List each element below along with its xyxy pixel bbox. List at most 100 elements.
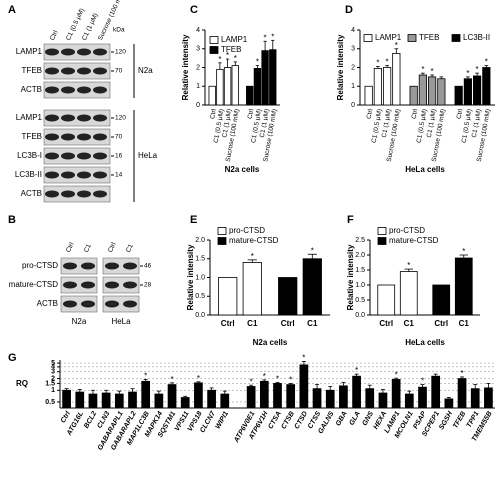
significance-star: * bbox=[466, 69, 469, 78]
bar bbox=[253, 68, 262, 106]
bar bbox=[220, 393, 230, 409]
x-tick-label: C1 (1 μM) bbox=[381, 108, 393, 138]
x-tick-label: C1 (1 μM) bbox=[471, 108, 483, 138]
blot-band bbox=[45, 190, 59, 198]
y-tick-label: 5 bbox=[51, 360, 55, 367]
protein-label: LC3B-I bbox=[17, 151, 42, 160]
blot-band bbox=[45, 133, 59, 141]
blot-band bbox=[105, 281, 119, 289]
bar bbox=[207, 389, 216, 409]
y-tick-label: 1 bbox=[51, 387, 55, 394]
y-tick-label: 1 bbox=[351, 83, 355, 90]
blot-strip bbox=[102, 257, 140, 275]
bar bbox=[418, 386, 427, 409]
bar bbox=[418, 74, 427, 106]
x-tick-label: Ctrl bbox=[379, 319, 393, 328]
significance-star: * bbox=[234, 54, 237, 63]
protein-label: mature-CTSD bbox=[9, 280, 59, 289]
blot-band bbox=[61, 86, 75, 94]
bar bbox=[399, 271, 418, 316]
blot-band bbox=[93, 114, 107, 122]
significance-star: * bbox=[386, 58, 389, 67]
legend-swatch bbox=[217, 227, 227, 235]
bar bbox=[286, 384, 296, 409]
bar bbox=[391, 379, 401, 409]
blot-band bbox=[93, 67, 107, 75]
legend-label: TFEB bbox=[419, 33, 439, 42]
significance-star: * bbox=[256, 58, 259, 67]
kda-label: 16 bbox=[115, 153, 123, 160]
bar bbox=[180, 397, 190, 409]
bar bbox=[339, 385, 348, 409]
blot-band bbox=[93, 48, 107, 56]
group-label: N2a bbox=[72, 317, 87, 326]
significance-star: * bbox=[311, 246, 314, 255]
panel-label: G bbox=[8, 352, 17, 364]
x-tick-label: Ctrl bbox=[434, 319, 448, 328]
y-axis-label: Relative intensity bbox=[186, 244, 195, 310]
blot-band bbox=[93, 152, 107, 160]
kda-label: 28 bbox=[144, 282, 152, 289]
protein-label: pro-CTSD bbox=[22, 261, 58, 270]
significance-star: * bbox=[421, 65, 424, 74]
bar bbox=[246, 85, 254, 106]
x-tick-label: Ctrl bbox=[456, 108, 465, 120]
y-axis-label: Relative intensity bbox=[336, 34, 345, 100]
y-tick-label: 2.5 bbox=[355, 237, 365, 244]
x-tick-label: GLA bbox=[348, 410, 361, 426]
blot-band bbox=[93, 190, 107, 198]
significance-star: * bbox=[376, 59, 379, 68]
y-tick-label: 1.5 bbox=[195, 256, 205, 263]
blot-band bbox=[61, 114, 75, 122]
panel-label: A bbox=[8, 4, 16, 16]
bar bbox=[299, 364, 309, 409]
protein-label: ACTB bbox=[21, 189, 42, 198]
bar bbox=[378, 392, 388, 409]
protein-label: TFEB bbox=[22, 132, 42, 141]
y-tick-label: 2 bbox=[51, 375, 55, 382]
protein-label: LAMP1 bbox=[16, 47, 43, 56]
x-tick-label: Ctrl bbox=[209, 108, 218, 120]
blot-band bbox=[93, 171, 107, 179]
panel-label: F bbox=[347, 214, 354, 226]
significance-star: * bbox=[170, 375, 173, 384]
bar bbox=[278, 277, 298, 316]
x-tick-label: C1 (1 μM) bbox=[426, 108, 438, 138]
bar bbox=[312, 388, 322, 409]
significance-star: * bbox=[144, 372, 147, 381]
x-tick-label: Ctrl bbox=[411, 108, 420, 120]
x-tick-label: C1 (1 μM) bbox=[259, 108, 271, 138]
y-tick-label: 2 bbox=[351, 64, 355, 71]
y-axis-label: Relative intensity bbox=[181, 34, 190, 100]
group-label: HeLa bbox=[111, 317, 131, 326]
significance-star: * bbox=[250, 377, 253, 386]
x-tick-label: Ctrl bbox=[247, 108, 256, 120]
significance-star: * bbox=[431, 67, 434, 76]
kda-label: 70 bbox=[115, 68, 123, 75]
bar bbox=[409, 85, 418, 106]
blot-band bbox=[45, 171, 59, 179]
x-tick-label: TFEB bbox=[452, 410, 467, 429]
legend-swatch bbox=[363, 34, 373, 42]
x-axis-label: N2a cells bbox=[253, 338, 288, 347]
bar bbox=[231, 65, 239, 106]
bar bbox=[454, 85, 463, 106]
bar bbox=[392, 53, 401, 106]
legend-label: mature-CTSD bbox=[389, 236, 439, 245]
significance-star: * bbox=[218, 55, 221, 64]
blot-band bbox=[105, 262, 119, 270]
legend-swatch bbox=[377, 227, 387, 235]
legend-swatch bbox=[209, 36, 219, 44]
blot-band bbox=[77, 48, 91, 56]
blot-strip bbox=[60, 295, 98, 313]
blot-band bbox=[77, 190, 91, 198]
legend-label: mature-CTSD bbox=[229, 236, 279, 245]
blot-strip bbox=[60, 276, 98, 294]
bar bbox=[373, 68, 382, 106]
bar bbox=[482, 67, 491, 106]
significance-star: * bbox=[395, 41, 398, 50]
y-axis-label: Relative intensity bbox=[346, 244, 355, 310]
y-tick-label: 4 bbox=[51, 364, 55, 371]
y-tick-label: 1.0 bbox=[195, 274, 205, 281]
